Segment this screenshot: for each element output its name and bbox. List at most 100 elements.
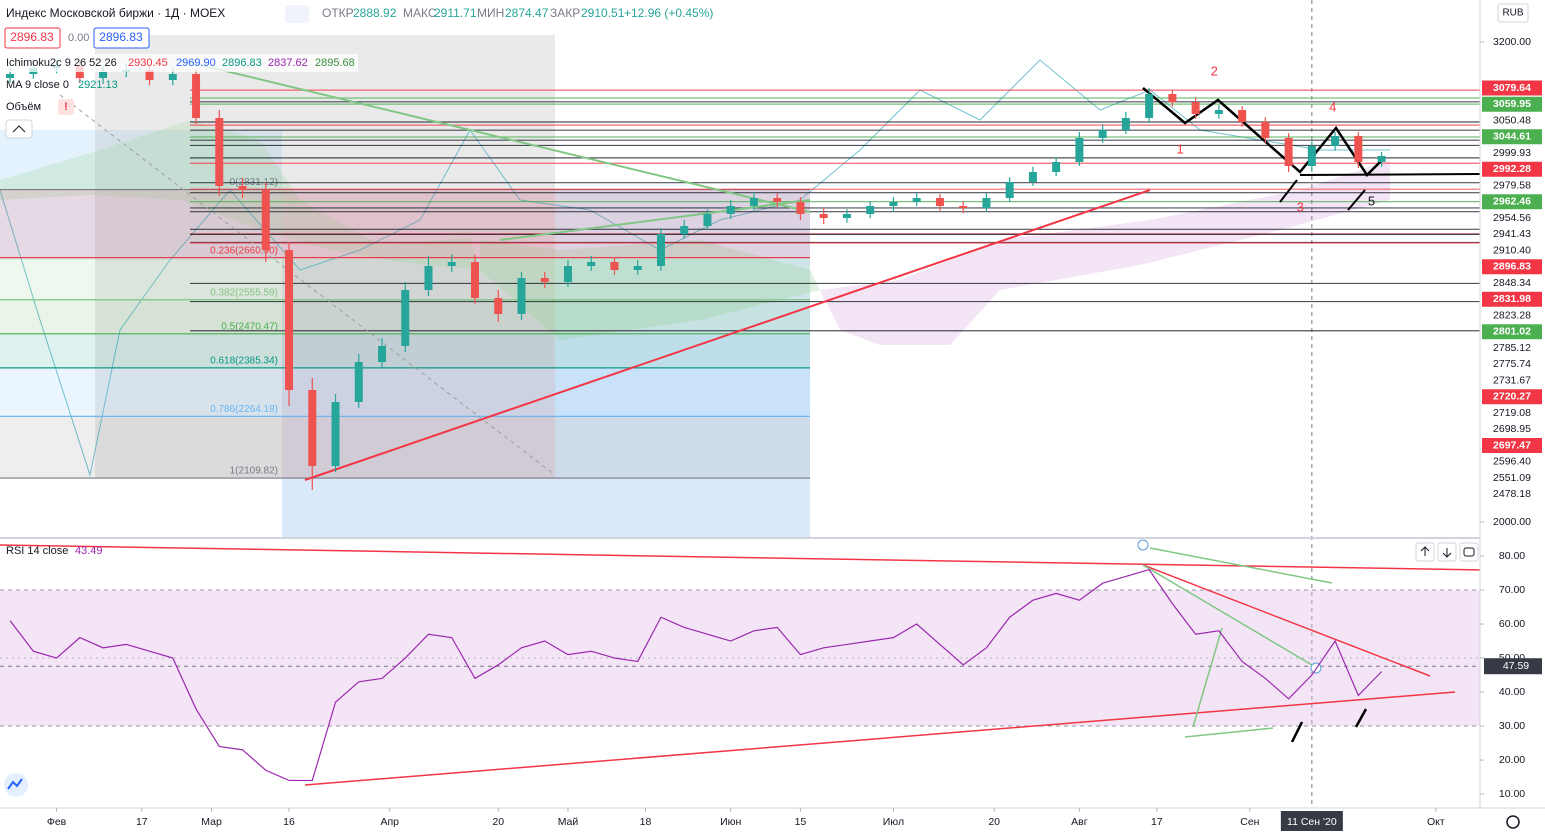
price-label: 3079.64 xyxy=(1493,82,1531,94)
spread: 0.00 xyxy=(68,32,89,44)
y-tick-label: 40.00 xyxy=(1499,686,1525,698)
currency: RUB xyxy=(1502,8,1523,19)
candle-body xyxy=(1214,110,1223,114)
price-label-box xyxy=(1482,129,1542,145)
candle-body xyxy=(1098,130,1107,138)
candle-body xyxy=(889,202,898,206)
candle-body xyxy=(99,72,108,78)
x-tick-label: 20 xyxy=(492,816,504,828)
price-label: 2551.09 xyxy=(1493,472,1531,484)
x-tick-label: Фев xyxy=(47,816,67,828)
ichimoku-cloud xyxy=(480,240,820,340)
candle-body xyxy=(1028,172,1037,182)
x-tick-label: Окт xyxy=(1427,816,1445,828)
candle-body xyxy=(308,390,317,466)
price-label-box xyxy=(1482,324,1542,340)
price-label: 2962.46 xyxy=(1493,196,1531,208)
collapse-icon xyxy=(12,125,26,133)
candle-body xyxy=(773,198,782,202)
price-label: 2954.56 xyxy=(1493,212,1531,224)
indicator-value: 2895.68 xyxy=(315,57,355,69)
arrow xyxy=(1290,721,1304,743)
candle-body xyxy=(656,234,665,266)
crosshair-x-label: 11 Сен '20 xyxy=(1287,816,1337,828)
price-label-box xyxy=(1482,259,1542,275)
x-tick-label: Сен xyxy=(1240,816,1259,828)
trend-line xyxy=(179,59,811,213)
ohlc-value: 2874.47 xyxy=(505,6,549,20)
rsi-title: RSI 14 close xyxy=(6,545,68,557)
y-tick-label: 60.00 xyxy=(1499,618,1525,630)
x-tick-label: 20 xyxy=(988,816,1000,828)
price-label-box xyxy=(1482,194,1542,210)
price-label-box xyxy=(1482,291,1542,307)
price-label-box xyxy=(1482,145,1542,161)
rsi-trend-line xyxy=(1192,627,1223,728)
ichimoku-cloud xyxy=(820,160,1390,345)
annotation: 3 xyxy=(1297,199,1304,214)
price-label: 2941.43 xyxy=(1493,228,1531,240)
fib-band xyxy=(0,416,810,479)
pane-maximize-button[interactable] xyxy=(1459,542,1479,562)
support-line xyxy=(1299,173,1481,176)
ohlc-label: ЗАКР xyxy=(550,6,580,20)
price-label-box xyxy=(1482,373,1542,388)
candle-body xyxy=(1168,94,1177,102)
ohlc-label: МИН xyxy=(477,6,504,20)
rsi-value: 43.49 xyxy=(75,545,103,557)
alert-mark: ! xyxy=(64,101,68,113)
price-label-box xyxy=(1482,389,1542,405)
price-label: 2910.40 xyxy=(1493,244,1531,256)
buy-button[interactable] xyxy=(93,27,150,49)
indicator-value: 2896.83 xyxy=(222,57,262,69)
fib-label: 1(2109.82) xyxy=(230,466,278,477)
compare-button[interactable] xyxy=(285,5,309,23)
candle-body xyxy=(168,74,177,80)
candle-body xyxy=(1238,110,1247,122)
candle-body xyxy=(1261,122,1270,138)
price-label: 2731.67 xyxy=(1493,374,1531,386)
price-label: 2999.93 xyxy=(1493,147,1531,159)
price-label-box xyxy=(1482,421,1542,437)
price-label: 2896.83 xyxy=(1493,261,1531,273)
candle-body xyxy=(866,206,875,214)
candle-body xyxy=(1005,182,1014,198)
icon xyxy=(1463,547,1475,557)
price-label: 2596.40 xyxy=(1493,456,1531,468)
sell-button[interactable] xyxy=(4,27,61,49)
x-tick-label: 16 xyxy=(283,816,295,828)
handle xyxy=(1137,539,1149,551)
candle-body xyxy=(1354,136,1363,162)
indicator-name: Ichimoku2c 9 26 52 26 xyxy=(6,57,117,69)
rsi-trend-line xyxy=(1142,564,1431,677)
candle-body xyxy=(401,290,410,346)
price-label: 2478.18 xyxy=(1493,488,1531,500)
candle-body xyxy=(192,74,201,118)
fib-band xyxy=(0,189,810,258)
alert-icon[interactable] xyxy=(58,99,74,115)
rsi-trend-line xyxy=(1142,564,1313,666)
crosshair-x-box xyxy=(1280,811,1343,831)
settings-button[interactable] xyxy=(1506,815,1520,829)
candle-body xyxy=(587,262,596,266)
ohlc-value: 2888.92 xyxy=(353,6,397,20)
collapse-button[interactable] xyxy=(5,119,33,139)
candle-body xyxy=(261,190,270,250)
icon xyxy=(1420,546,1430,556)
y-tick-label: 2000.00 xyxy=(1493,516,1531,528)
price-label-box xyxy=(1482,340,1542,356)
price-label: 2785.12 xyxy=(1493,342,1531,354)
currency-button[interactable] xyxy=(1497,3,1529,23)
candle-body xyxy=(1075,138,1084,162)
price-label-box xyxy=(1482,226,1542,242)
arrow xyxy=(1347,189,1366,211)
candle-body xyxy=(1331,136,1340,146)
indicator-value: 2837.62 xyxy=(268,57,308,69)
price-label-box xyxy=(1482,210,1542,226)
price-label: 2775.74 xyxy=(1493,358,1531,370)
candle-body xyxy=(1284,138,1293,166)
rsi-trend-line xyxy=(1184,727,1274,738)
price-label-box xyxy=(1482,80,1542,96)
